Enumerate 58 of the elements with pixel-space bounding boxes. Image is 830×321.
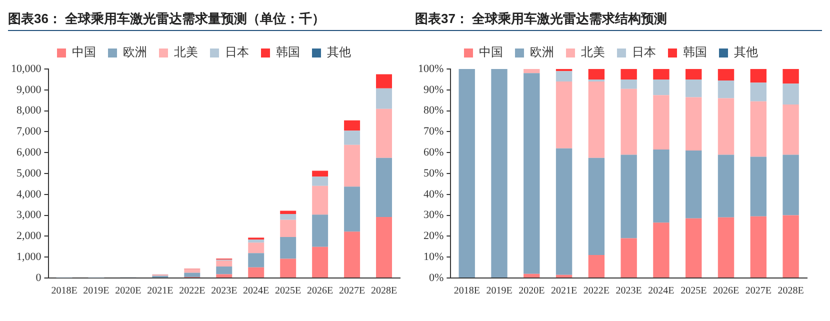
x-tick-label: 2027E bbox=[745, 286, 772, 297]
y-tick-label: 60% bbox=[423, 146, 444, 158]
y-tick-label: 9,000 bbox=[16, 84, 42, 96]
y-tick-label: 10,000 bbox=[11, 62, 42, 75]
x-tick-label: 2028E bbox=[370, 286, 398, 297]
x-tick-label: 2019E bbox=[486, 286, 512, 297]
legend-label: 欧洲 bbox=[123, 45, 147, 60]
y-tick-label: 70% bbox=[423, 126, 444, 138]
chart-title: 图表37： 全球乘用车激光雷达需求结构预测 bbox=[415, 8, 822, 31]
y-tick-label: 8,000 bbox=[16, 104, 42, 117]
x-tick-label: 2023E bbox=[211, 286, 238, 297]
y-tick-label: 1,000 bbox=[16, 250, 42, 263]
x-tick-label: 2018E bbox=[454, 286, 480, 297]
legend-label: 北美 bbox=[174, 45, 198, 60]
x-tick-label: 2022E bbox=[583, 286, 610, 297]
x-tick-label: 2018E bbox=[51, 286, 78, 297]
x-tick-label: 2026E bbox=[307, 286, 334, 297]
y-tick-label: 3,000 bbox=[16, 209, 42, 222]
legend-label: 韩国 bbox=[683, 45, 707, 60]
y-tick-label: 0 bbox=[36, 272, 42, 284]
legend-label: 韩国 bbox=[276, 45, 300, 60]
y-tick-label: 50% bbox=[423, 167, 444, 180]
legend-label: 欧洲 bbox=[530, 45, 554, 60]
x-tick-label: 2020E bbox=[115, 286, 142, 297]
y-tick-label: 0% bbox=[428, 272, 444, 284]
y-tick-label: 10% bbox=[423, 250, 444, 263]
y-tick-label: 2,000 bbox=[16, 230, 42, 242]
x-tick-label: 2020E bbox=[518, 286, 545, 297]
x-tick-label: 2019E bbox=[83, 286, 110, 297]
y-tick-label: 20% bbox=[423, 230, 444, 242]
x-tick-label: 2027E bbox=[338, 286, 366, 297]
x-tick-label: 2025E bbox=[275, 286, 302, 297]
y-tick-label: 100% bbox=[418, 62, 444, 75]
y-tick-label: 80% bbox=[423, 104, 444, 117]
legend-label: 中国 bbox=[72, 45, 96, 60]
x-tick-label: 2024E bbox=[243, 286, 270, 297]
legend-label: 日本 bbox=[632, 45, 656, 60]
x-tick-label: 2021E bbox=[147, 286, 174, 297]
x-tick-label: 2023E bbox=[616, 286, 642, 297]
y-tick-label: 90% bbox=[423, 84, 444, 96]
x-tick-label: 2022E bbox=[179, 286, 206, 297]
x-tick-label: 2021E bbox=[550, 286, 578, 297]
y-tick-label: 4,000 bbox=[16, 188, 42, 200]
legend-label: 其他 bbox=[734, 45, 758, 60]
y-tick-label: 30% bbox=[423, 209, 444, 222]
x-tick-label: 2025E bbox=[680, 286, 707, 297]
legend-label: 日本 bbox=[225, 45, 249, 60]
x-tick-label: 2024E bbox=[648, 286, 674, 297]
legend-label: 北美 bbox=[581, 45, 605, 60]
legend-label: 中国 bbox=[479, 45, 503, 60]
chart-title: 图表36： 全球乘用车激光雷达需求量预测（单位：千） bbox=[8, 8, 415, 31]
y-tick-label: 7,000 bbox=[16, 126, 42, 138]
legend-label: 其他 bbox=[327, 45, 351, 60]
y-tick-label: 6,000 bbox=[16, 146, 42, 158]
y-tick-label: 5,000 bbox=[16, 167, 42, 180]
x-tick-label: 2028E bbox=[778, 286, 804, 297]
x-tick-label: 2026E bbox=[712, 286, 740, 297]
y-tick-label: 40% bbox=[423, 188, 444, 200]
